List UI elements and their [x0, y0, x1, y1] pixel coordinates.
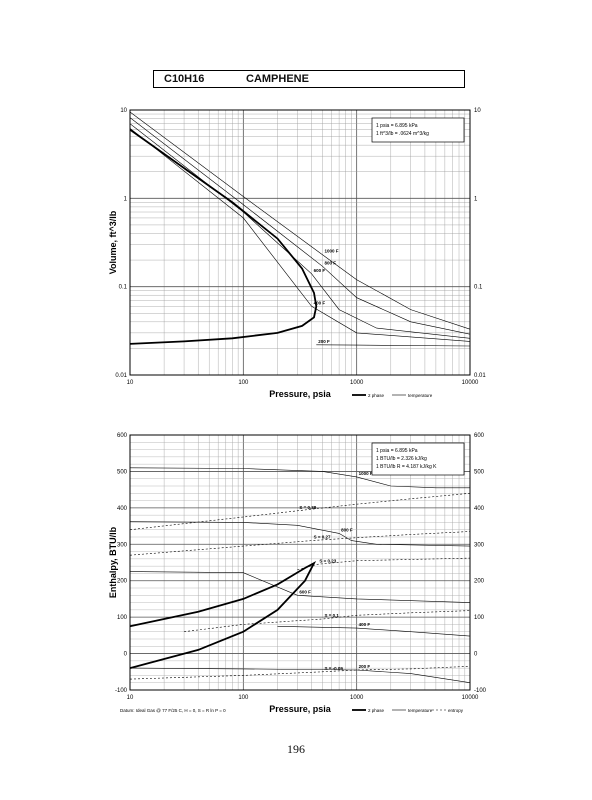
curve-label: 600 F — [299, 589, 311, 594]
conversion-note: 1 psia = 6.895 kPa — [376, 448, 418, 454]
x-axis-label: Pressure, psia — [269, 704, 332, 714]
y-tick-label-left: 0.01 — [115, 373, 127, 379]
y-tick-label-left: 200 — [117, 579, 128, 585]
x-tick-label: 10 — [127, 380, 134, 386]
y-tick-label-right: 0.01 — [474, 373, 486, 379]
isotherm-line — [129, 571, 471, 603]
curve-label: 800 F — [341, 527, 353, 532]
y-tick-label-left: 600 — [117, 433, 128, 439]
y-tick-label-left: 500 — [117, 469, 128, 475]
y-tick-label-left: 1 — [124, 196, 128, 202]
datum-note: Datum: Ideal Gas @ 77 F/25 C, H = 0, S =… — [120, 708, 226, 713]
conversion-note: 1 psia = 6.895 kPa — [376, 123, 418, 129]
curve-label: S = 0.27 — [314, 535, 331, 540]
y-tick-label-right: 1 — [474, 196, 478, 202]
y-tick-label-right: 300 — [474, 542, 485, 548]
isentrope-line — [129, 493, 471, 530]
y-axis-label: Enthalpy, BTU/lb — [108, 526, 118, 598]
conversion-note-box — [371, 442, 465, 476]
isentrope-line — [297, 557, 471, 571]
legend-label: 2 phase — [368, 393, 385, 398]
y-tick-label-left: 0 — [124, 652, 128, 658]
isotherm-line — [129, 521, 471, 547]
isentrope-line — [129, 531, 471, 556]
compound-name: CAMPHENE — [246, 73, 309, 85]
y-tick-label-right: 200 — [474, 579, 485, 585]
conversion-note: 1 BTU/lb = 2.326 kJ/kg — [376, 456, 427, 462]
x-tick-label: 10000 — [462, 695, 479, 701]
y-tick-label-right: 500 — [474, 469, 485, 475]
curve-label: 1000 F — [359, 471, 373, 476]
curve-label: S = 0.1 — [325, 613, 340, 618]
x-tick-label: 1000 — [350, 380, 364, 386]
curve-label: S = 0.23 — [319, 558, 336, 563]
isotherm-line — [129, 123, 471, 339]
curve-label: S = -0.09 — [325, 666, 344, 671]
plot-frame — [129, 109, 471, 376]
x-axis-label: Pressure, psia — [269, 389, 332, 399]
two-phase-curve — [129, 128, 318, 345]
y-tick-label-left: 400 — [117, 506, 128, 512]
x-tick-label: 1000 — [350, 695, 364, 701]
conversion-note: 1 ft^3/lb = .0624 m^3/kg — [376, 131, 429, 137]
isentrope-line — [184, 610, 471, 632]
curve-label: 200 F — [318, 339, 330, 344]
compound-formula: C10H16 — [164, 73, 205, 85]
legend-label: temperature — [408, 708, 433, 713]
isotherm-line — [129, 111, 471, 330]
curve-label: 600 F — [314, 268, 326, 273]
isotherm-line — [129, 667, 471, 683]
curve-label: 1000 F — [325, 249, 339, 254]
conversion-note-box — [371, 117, 465, 143]
y-tick-label-left: -100 — [115, 688, 128, 694]
isotherm-line — [129, 467, 470, 489]
plot-frame — [129, 434, 471, 691]
title-box: C10H16 CAMPHENE — [153, 70, 465, 88]
isotherm-line — [316, 344, 471, 347]
y-tick-label-right: -100 — [474, 688, 487, 694]
page-number: 196 — [287, 742, 305, 756]
y-tick-label-right: 100 — [474, 615, 485, 621]
y-tick-label-right: 0 — [474, 652, 478, 658]
isentrope-line — [129, 666, 471, 680]
conversion-note: 1 BTU/lb R = 4.187 kJ/kg K — [376, 464, 437, 470]
y-tick-label-left: 100 — [117, 615, 128, 621]
x-tick-label: 10 — [127, 695, 134, 701]
legend-label: 2 phase — [368, 708, 385, 713]
y-tick-label-right: 10 — [474, 108, 481, 114]
y-tick-label-left: 300 — [117, 542, 128, 548]
two-phase-curve — [129, 561, 317, 669]
y-tick-label-right: 0.1 — [474, 285, 483, 291]
legend-label: temperature — [408, 393, 433, 398]
curve-label: 200 F — [359, 664, 371, 669]
x-tick-label: 10000 — [462, 380, 479, 386]
y-tick-label-right: 400 — [474, 506, 485, 512]
x-tick-label: 100 — [238, 380, 249, 386]
y-tick-label-left: 0.1 — [119, 285, 128, 291]
isotherm-line — [129, 117, 471, 335]
curve-label: S = 0.38 — [299, 505, 316, 510]
y-axis-label: Volume, ft^3/lb — [108, 210, 118, 274]
x-tick-label: 100 — [238, 695, 249, 701]
curve-label: 800 F — [325, 260, 337, 265]
y-tick-label-right: 600 — [474, 433, 485, 439]
curve-label: 400 F — [314, 300, 326, 305]
legend-label: entropy — [448, 708, 464, 713]
curve-label: 400 F — [359, 622, 371, 627]
y-tick-label-left: 10 — [120, 108, 127, 114]
isotherm-line — [277, 626, 471, 637]
isotherm-line — [129, 128, 471, 342]
